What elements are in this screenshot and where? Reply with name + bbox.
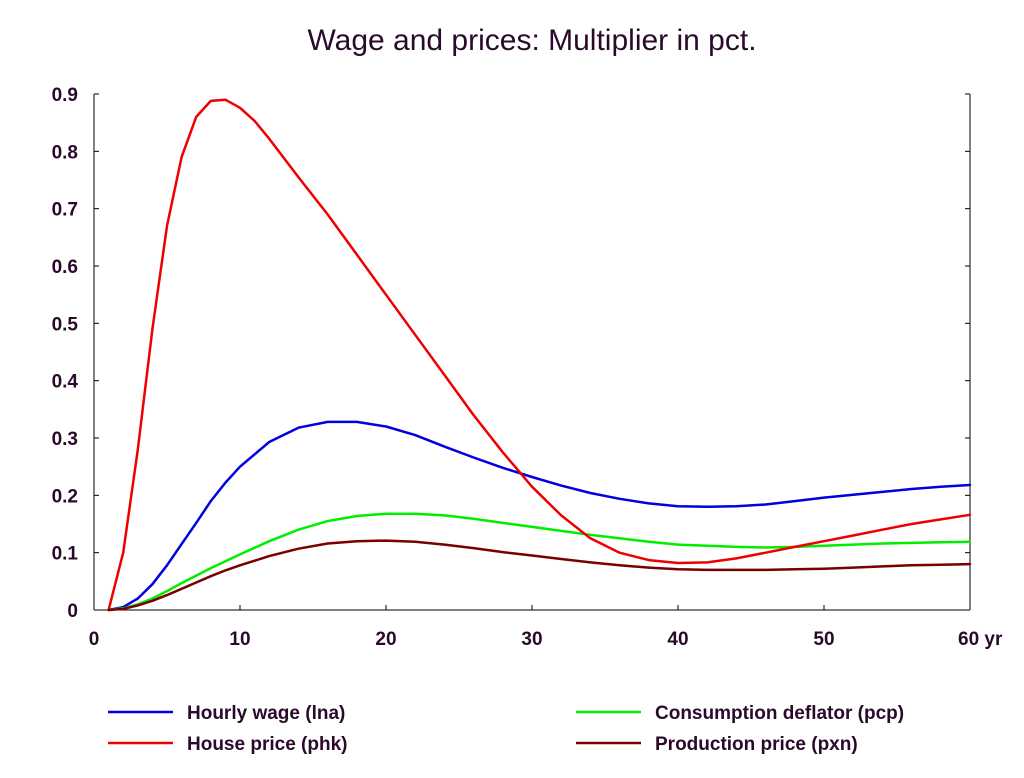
series-group	[107, 98, 972, 612]
legend-label: Production price (pxn)	[655, 734, 858, 755]
legend-item: Hourly wage (lna)	[108, 703, 345, 724]
x-tick-label: 10	[229, 629, 250, 650]
y-tick-label: 0	[67, 601, 78, 622]
legend-label: House price (phk)	[187, 734, 347, 755]
y-tick-label: 0.3	[52, 429, 78, 450]
legend-item: Consumption deflator (pcp)	[576, 703, 904, 724]
x-tick-label: 60 yr	[958, 629, 1003, 650]
legend: Hourly wage (lna) Consumption deflator (p…	[108, 703, 904, 755]
legend-item: House price (phk)	[108, 734, 347, 755]
legend-label: Consumption deflator (pcp)	[655, 703, 904, 724]
y-tick-label: 0.8	[52, 142, 78, 163]
legend-label: Hourly wage (lna)	[187, 703, 345, 724]
x-tick-label: 20	[375, 629, 396, 650]
y-tick-label: 0.2	[52, 486, 78, 507]
series-line-house-price-phk	[107, 98, 972, 612]
y-tick-label: 0.7	[52, 200, 78, 221]
y-tick-label: 0.9	[52, 85, 78, 106]
series-line-consumption-deflator-pcp	[107, 512, 972, 612]
y-tick-label: 0.5	[52, 314, 79, 335]
series-line-hourly-wage-lna	[107, 420, 972, 612]
x-tick-label: 30	[521, 629, 542, 650]
y-tick-label: 0.6	[52, 257, 78, 278]
x-tick-label: 50	[813, 629, 834, 650]
chart-title: Wage and prices: Multiplier in pct.	[307, 24, 756, 57]
axes: 0 0.1 0.2 0.3 0.4 0.5 0.6 0.7 0.8 0.9 0 10 20 30 40 50 6…	[52, 85, 1003, 650]
x-tick-label: 0	[89, 629, 100, 650]
y-tick-label: 0.1	[52, 544, 79, 565]
legend-item: Production price (pxn)	[576, 734, 858, 755]
x-tick-label: 40	[667, 629, 688, 650]
series-line-production-price-pxn	[107, 539, 972, 612]
y-tick-label: 0.4	[52, 372, 79, 393]
